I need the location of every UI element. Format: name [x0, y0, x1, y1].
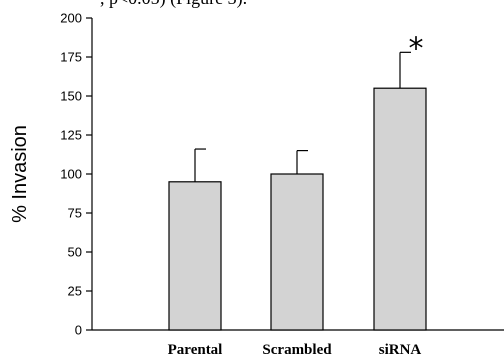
bar-scrambled	[270, 173, 324, 331]
x-tick-label: siRNA	[379, 342, 422, 358]
y-tick-label: 75	[68, 206, 82, 221]
y-tick-label: 200	[60, 11, 82, 26]
y-tick-label: 100	[60, 167, 82, 182]
bar-sirna	[373, 87, 427, 331]
significance-asterisk: *	[409, 31, 424, 66]
y-tick-label: 150	[60, 89, 82, 104]
y-tick-label: 125	[60, 128, 82, 143]
x-tick-label: Parental	[168, 342, 223, 358]
y-tick-label: 50	[68, 245, 82, 260]
y-tick-label: 0	[75, 323, 82, 338]
y-axis-label: % Invasion	[9, 125, 31, 223]
y-tick-label: 175	[60, 50, 82, 65]
plot-area: 0 25 50 75 100 125 150 175 200 Parental Scrambled s…	[60, 11, 504, 358]
y-tick-label: 25	[68, 284, 82, 299]
x-tick-label: Scrambled	[262, 342, 332, 358]
top-cut-text: , p<0.05) (Figure 3).	[100, 0, 247, 9]
bar-parental	[168, 181, 222, 331]
